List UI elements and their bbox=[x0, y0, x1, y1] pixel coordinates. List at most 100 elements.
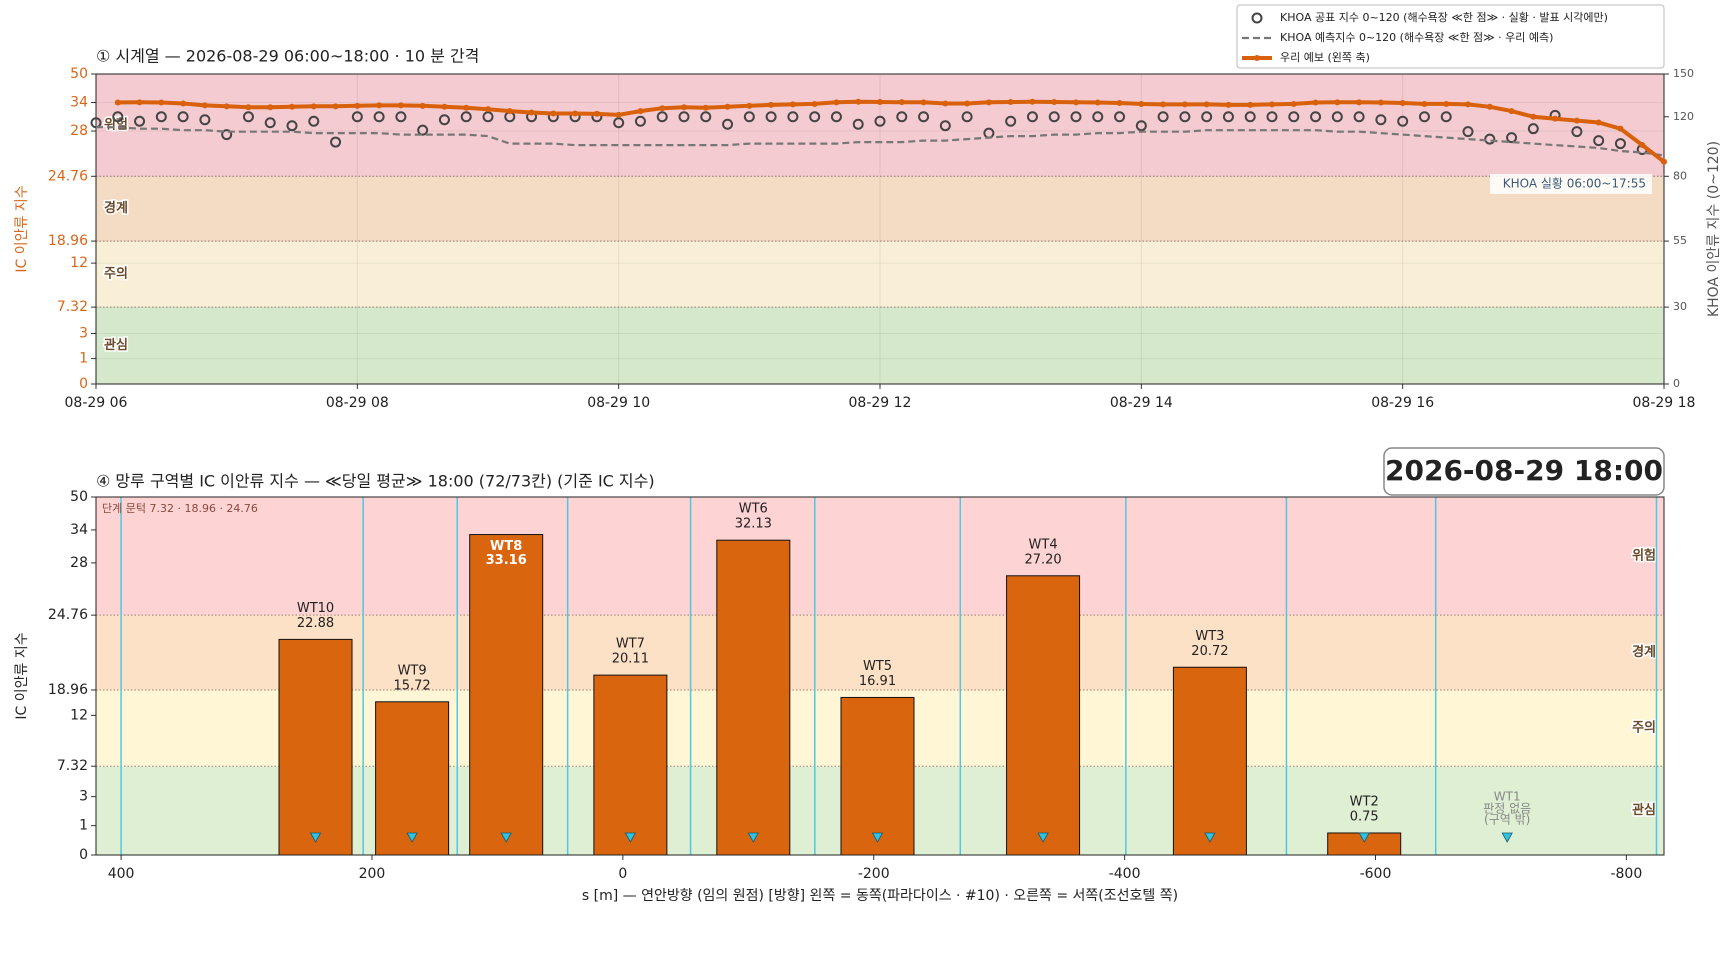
our-forecast-point bbox=[1269, 101, 1275, 108]
khoa-point bbox=[678, 111, 690, 123]
khoa-point bbox=[918, 111, 930, 123]
khoa-point bbox=[1614, 138, 1626, 150]
y-tick-label: 18.96 bbox=[48, 682, 88, 698]
timestamp-box bbox=[1383, 447, 1665, 496]
station-marker bbox=[309, 832, 322, 843]
legend-marker bbox=[1251, 12, 1263, 24]
our-forecast-point bbox=[877, 98, 883, 105]
khoa-point bbox=[1288, 111, 1300, 123]
y-tick-label: 50 bbox=[70, 66, 88, 82]
khoa-point bbox=[1353, 111, 1365, 123]
our-forecast-point bbox=[702, 104, 709, 111]
bar-name: WT6 bbox=[739, 502, 768, 517]
our-forecast-point bbox=[659, 105, 666, 112]
our-forecast-point bbox=[1661, 158, 1667, 165]
khoa-point bbox=[177, 111, 189, 123]
our-forecast-point bbox=[855, 98, 862, 105]
y-tick-label: 28 bbox=[70, 555, 88, 571]
khoa-point bbox=[1222, 111, 1234, 123]
khoa-point bbox=[330, 136, 342, 148]
khoa-point bbox=[1244, 111, 1256, 123]
no-value-label: (구역 밖) bbox=[1484, 813, 1530, 827]
band-label: 주의 bbox=[1632, 720, 1656, 736]
bar-value-label: 22.88 bbox=[297, 616, 334, 631]
bar-name: WT3 bbox=[1195, 629, 1224, 644]
plot-frame bbox=[95, 496, 1665, 856]
khoa-point bbox=[417, 124, 429, 136]
our-forecast-point bbox=[615, 111, 622, 118]
khoa-point bbox=[155, 111, 167, 123]
band-label: 경계 bbox=[104, 200, 128, 216]
bar-value-label: 33.16 bbox=[486, 553, 527, 568]
bar-name: WT8 bbox=[490, 539, 522, 554]
our-forecast-point bbox=[245, 104, 252, 111]
x-tick-label: 08-29 10 bbox=[587, 395, 650, 411]
khoa-point bbox=[1157, 111, 1169, 123]
y-tick-label: 34 bbox=[70, 95, 88, 111]
our-forecast-point bbox=[920, 99, 927, 106]
forecast-line bbox=[96, 126, 1665, 157]
khoa-point bbox=[1397, 115, 1409, 127]
khoa-point bbox=[700, 111, 712, 123]
khoa-point bbox=[1114, 111, 1126, 123]
bar-name: WT1 bbox=[1494, 790, 1521, 804]
our-forecast-point bbox=[397, 102, 404, 109]
our-forecast-point bbox=[1508, 108, 1515, 115]
our-forecast-point bbox=[223, 103, 230, 110]
our-forecast-point bbox=[985, 99, 992, 106]
khoa-point bbox=[264, 117, 276, 129]
our-forecast-point bbox=[485, 106, 491, 113]
x-axis-label: s [m] — 연안방향 (임의 원점) [방향] 왼쪽 = 동쪽(파라다이스 … bbox=[582, 888, 1178, 904]
khoa-point bbox=[460, 111, 472, 123]
our-forecast-point bbox=[789, 101, 796, 108]
bar bbox=[840, 696, 915, 856]
khoa-point bbox=[1026, 111, 1038, 123]
bar-name: WT7 bbox=[616, 637, 645, 652]
khoa-point bbox=[351, 111, 363, 123]
our-forecast-point bbox=[136, 99, 143, 106]
annotation: KHOA 실황 06:00~17:55 bbox=[1503, 177, 1646, 191]
y-tick-label: 0 bbox=[79, 847, 88, 863]
x-tick-label: 200 bbox=[359, 866, 386, 882]
x-tick-label: 08-29 12 bbox=[849, 395, 912, 411]
khoa-point bbox=[1070, 111, 1082, 123]
our-forecast-line bbox=[117, 99, 1666, 164]
x-tick-label: -800 bbox=[1610, 866, 1642, 882]
x-tick-label: 08-29 16 bbox=[1371, 395, 1434, 411]
bar-name: WT4 bbox=[1029, 537, 1058, 552]
bar bbox=[716, 539, 791, 856]
our-forecast-point bbox=[1465, 101, 1471, 108]
our-forecast-point bbox=[811, 100, 818, 107]
our-forecast-point bbox=[1203, 101, 1210, 108]
khoa-point bbox=[1462, 126, 1474, 138]
bar-name: WT9 bbox=[398, 663, 427, 678]
legend-label: 우리 예보 (왼쪽 축) bbox=[1280, 50, 1370, 64]
y-tick-label: 28 bbox=[70, 123, 88, 139]
our-forecast-point bbox=[1007, 98, 1014, 105]
chart-title: ④ 망루 구역별 IC 이안류 지수 — ≪당일 평균≫ 18:00 (72/7… bbox=[96, 472, 655, 491]
khoa-point bbox=[656, 111, 668, 123]
khoa-point bbox=[939, 120, 951, 132]
y-tick-label: 1 bbox=[79, 351, 88, 367]
our-forecast-point bbox=[441, 103, 448, 110]
our-forecast-point bbox=[289, 103, 295, 110]
khoa-point bbox=[1571, 126, 1583, 138]
annotation-box bbox=[1490, 174, 1652, 194]
y-tick-label: 12 bbox=[70, 255, 88, 271]
bar bbox=[593, 674, 668, 856]
khoa-point bbox=[743, 111, 755, 123]
khoa-point bbox=[1506, 132, 1518, 144]
our-forecast-point bbox=[528, 109, 535, 116]
band-label: 관심 bbox=[1632, 802, 1656, 818]
legend-label: KHOA 예측지수 0~120 (해수욕장 ≪한 점≫ · 우리 예측) bbox=[1280, 30, 1553, 44]
khoa-point bbox=[199, 114, 211, 126]
station-marker bbox=[1358, 832, 1370, 843]
our-forecast-point bbox=[1443, 100, 1450, 107]
station-marker bbox=[500, 832, 512, 843]
band-label: 위험 bbox=[104, 117, 128, 133]
khoa-point bbox=[1005, 115, 1017, 127]
y2-tick-label: 80 bbox=[1673, 169, 1687, 182]
plot-frame bbox=[95, 73, 1665, 385]
y-tick-label: 1 bbox=[79, 818, 88, 834]
station-marker bbox=[1037, 832, 1049, 843]
